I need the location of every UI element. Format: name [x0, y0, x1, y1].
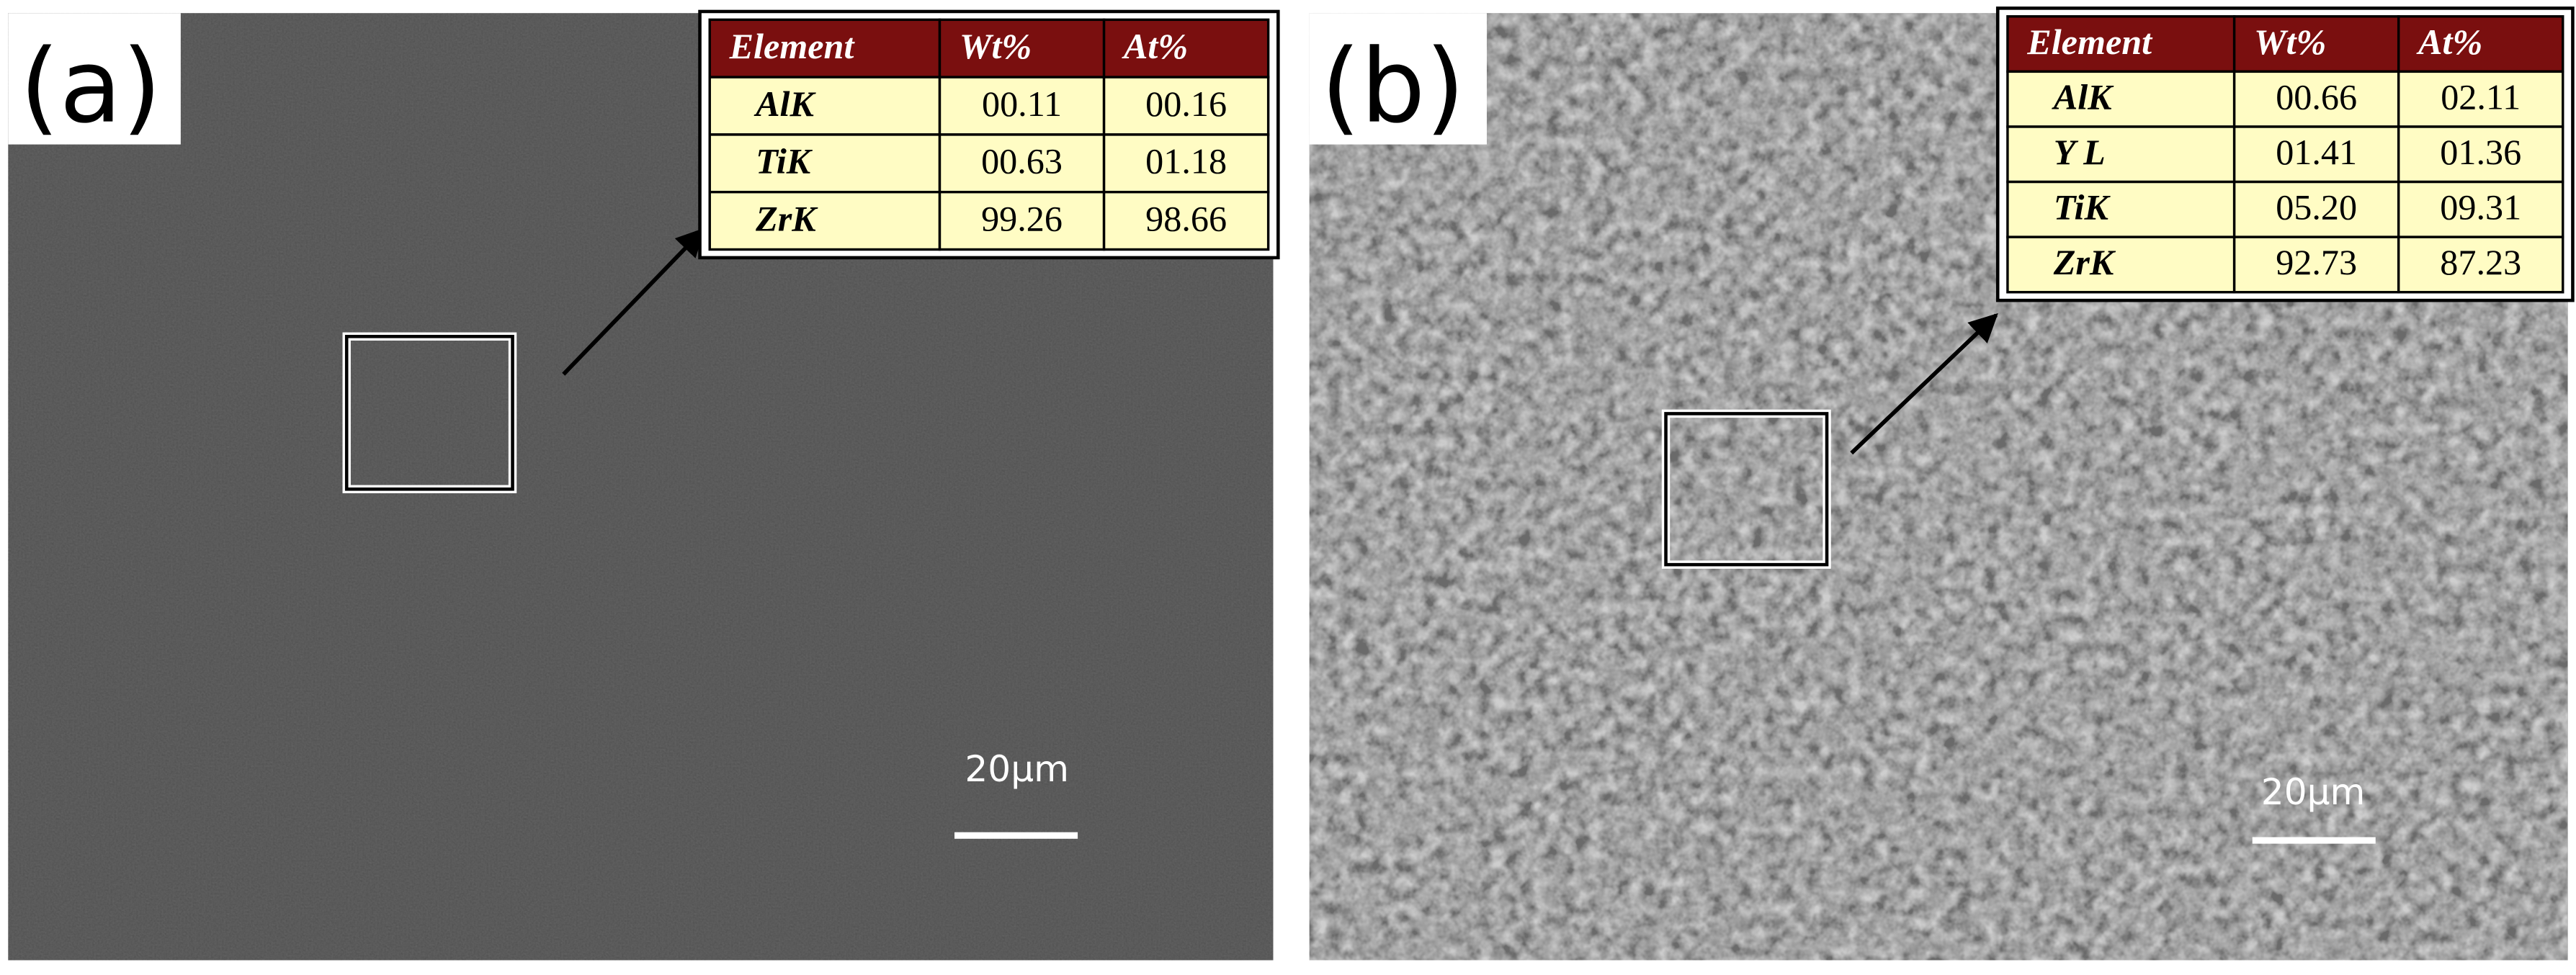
scale-bar-label: 20μm [2261, 770, 2366, 813]
table-cell [708, 190, 942, 251]
cell-text: 92.73 [2276, 242, 2357, 282]
cell-text: 09.31 [2440, 187, 2521, 228]
cell-text: 00.63 [981, 141, 1063, 181]
panel-label: (b) [1321, 28, 1465, 146]
panel-b: (b) 20μm Element Wt% At% AlK 00.66 02.11 Y L 01… [1309, 6, 2575, 961]
cell-text: 01.36 [2440, 132, 2521, 172]
table-cell [1102, 76, 1270, 136]
cell-text: 00.66 [2276, 76, 2357, 117]
cell-text: 98.66 [1145, 198, 1227, 238]
table-cell [1102, 190, 1270, 251]
cell-text: 01.18 [1145, 141, 1227, 181]
table-cell [2397, 180, 2564, 238]
table-cell [708, 133, 942, 194]
header-text: Wt% [2254, 22, 2326, 62]
region-box [344, 335, 514, 491]
arrow [1850, 313, 1998, 455]
table-cell [2006, 125, 2236, 184]
header-text: At% [1122, 26, 1188, 66]
scale-bar [2252, 837, 2376, 844]
cell-text: Y L [2054, 132, 2106, 172]
cell-text: 05.20 [2276, 187, 2357, 228]
scale-bar-label: 20μm [965, 747, 1069, 790]
label-box [1309, 13, 1487, 145]
table-cell [2397, 125, 2564, 184]
cell-text: 99.26 [981, 198, 1063, 238]
eds-table: Element Wt% At% AlK 00.66 02.11 Y L 01.41 01.36 T… [1995, 6, 2575, 302]
header-cell [1102, 18, 1270, 78]
cell-text: ZrK [2053, 242, 2116, 282]
table-cell [2006, 180, 2236, 238]
header-cell [2232, 15, 2400, 73]
cell-text: ZrK [755, 198, 818, 238]
table-cell [2397, 70, 2564, 128]
table-cell [1102, 133, 1270, 194]
cell-text: 00.11 [982, 84, 1062, 124]
header-text: Wt% [960, 26, 1032, 66]
cell-text: TiK [2054, 187, 2111, 228]
table-cell [938, 133, 1106, 194]
eds-table: Element Wt% At% AlK 00.11 00.16 TiK 00.63 01.18 Z… [698, 9, 1280, 260]
header-text: Element [2026, 22, 2153, 62]
label-box [8, 13, 181, 145]
table-cell [2006, 70, 2236, 128]
table-cell [2232, 180, 2400, 238]
cell-text: 02.11 [2441, 76, 2521, 117]
cell-text: TiK [756, 141, 813, 181]
cell-text: AlK [2052, 76, 2114, 117]
region-box [1664, 412, 1829, 567]
cell-text: 87.23 [2440, 242, 2521, 282]
cell-text: 00.16 [1145, 84, 1227, 124]
header-text: At% [2416, 22, 2482, 62]
arrow [562, 228, 705, 376]
table-cell [2232, 125, 2400, 184]
table-cell [938, 190, 1106, 251]
table-cell [2397, 235, 2564, 294]
header-cell [2397, 15, 2564, 73]
cell-text: 01.41 [2276, 132, 2357, 172]
panel-label: (a) [19, 28, 161, 146]
table-cell [708, 76, 942, 136]
scale-bar [954, 832, 1078, 839]
header-text: Element [729, 26, 856, 66]
cell-text: AlK [753, 84, 816, 124]
panel-a: (a) 20μm Element Wt% At% AlK 00.11 00.16 TiK 00… [8, 9, 1280, 961]
table-cell [2006, 235, 2236, 294]
